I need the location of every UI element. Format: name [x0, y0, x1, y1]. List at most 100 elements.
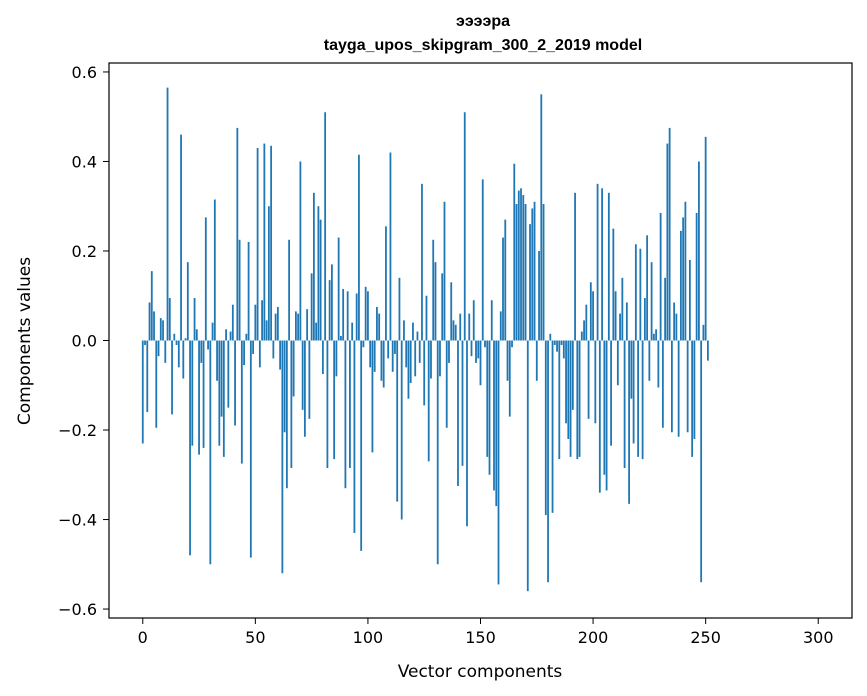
- bar: [141, 340, 144, 444]
- bar: [335, 340, 338, 377]
- bar: [319, 219, 322, 341]
- bar: [238, 239, 241, 341]
- bar: [177, 340, 180, 368]
- bar: [430, 340, 432, 379]
- bar: [276, 306, 279, 341]
- x-tick-label: 300: [803, 628, 834, 647]
- bar: [457, 340, 459, 486]
- bar: [412, 322, 414, 341]
- bar: [191, 340, 194, 446]
- bar: [317, 206, 320, 341]
- bar: [389, 152, 392, 341]
- bar: [576, 340, 579, 460]
- bar: [632, 340, 635, 444]
- bar: [587, 340, 590, 419]
- bar: [524, 203, 527, 341]
- bar: [306, 309, 309, 341]
- bar: [619, 313, 621, 341]
- bar: [601, 188, 603, 341]
- bar: [499, 311, 502, 341]
- bar: [481, 179, 484, 341]
- bar: [544, 340, 547, 516]
- bar: [261, 300, 263, 341]
- bar: [162, 320, 164, 341]
- bar: [707, 340, 709, 361]
- bar: [484, 340, 486, 348]
- bar: [324, 112, 327, 341]
- bar: [580, 331, 583, 341]
- bar: [351, 322, 354, 341]
- bar: [565, 340, 567, 424]
- bar: [520, 188, 522, 341]
- bar: [337, 237, 340, 341]
- bar: [164, 340, 167, 363]
- bar: [562, 340, 565, 359]
- bar: [254, 304, 257, 341]
- x-tick-label: 250: [690, 628, 721, 647]
- bar: [425, 295, 428, 341]
- bar: [193, 297, 196, 341]
- bar: [452, 320, 455, 341]
- bar: [144, 340, 146, 345]
- bar: [373, 340, 376, 372]
- bar: [454, 324, 457, 341]
- bar: [180, 134, 182, 341]
- bar: [207, 340, 209, 350]
- bar: [274, 313, 277, 341]
- bar: [497, 340, 500, 585]
- bar: [542, 203, 545, 341]
- bar: [385, 226, 387, 341]
- bar: [607, 192, 610, 341]
- bar: [585, 304, 588, 341]
- bar: [195, 329, 198, 341]
- bar: [229, 331, 232, 341]
- bar: [355, 293, 358, 341]
- bar: [463, 112, 466, 341]
- bar: [220, 340, 223, 417]
- bar: [312, 192, 315, 341]
- bar: [198, 340, 200, 455]
- bar: [346, 291, 349, 341]
- bar: [704, 136, 707, 341]
- bar: [522, 195, 525, 341]
- bar: [414, 340, 417, 377]
- bar: [560, 340, 563, 345]
- bar: [168, 297, 171, 341]
- y-tick-label: −0.6: [58, 600, 97, 619]
- bar: [511, 340, 513, 348]
- bar: [673, 302, 676, 341]
- bar: [398, 277, 401, 341]
- bar: [358, 154, 360, 341]
- bar: [621, 277, 624, 341]
- bar: [360, 340, 363, 551]
- bar: [659, 212, 662, 341]
- bar: [303, 340, 306, 437]
- y-tick-label: 0.6: [72, 63, 97, 82]
- bar: [517, 190, 520, 341]
- bar: [409, 340, 412, 384]
- bar: [686, 340, 689, 433]
- bar: [349, 340, 351, 469]
- bar: [450, 282, 453, 341]
- bar: [371, 340, 374, 453]
- bar: [333, 340, 336, 460]
- bar: [434, 262, 437, 341]
- bar: [236, 127, 239, 341]
- bar: [666, 143, 669, 341]
- bar: [310, 273, 313, 341]
- bar: [340, 336, 342, 341]
- bar: [679, 230, 682, 341]
- bar: [245, 333, 248, 341]
- bar: [623, 340, 626, 469]
- bar: [567, 340, 570, 439]
- bar: [684, 201, 687, 341]
- bar: [630, 340, 633, 399]
- bar: [468, 313, 471, 341]
- bar: [693, 340, 696, 439]
- bar: [646, 235, 649, 341]
- bar: [263, 143, 266, 341]
- bar: [249, 340, 252, 558]
- bar: [299, 161, 302, 341]
- bar: [441, 273, 444, 341]
